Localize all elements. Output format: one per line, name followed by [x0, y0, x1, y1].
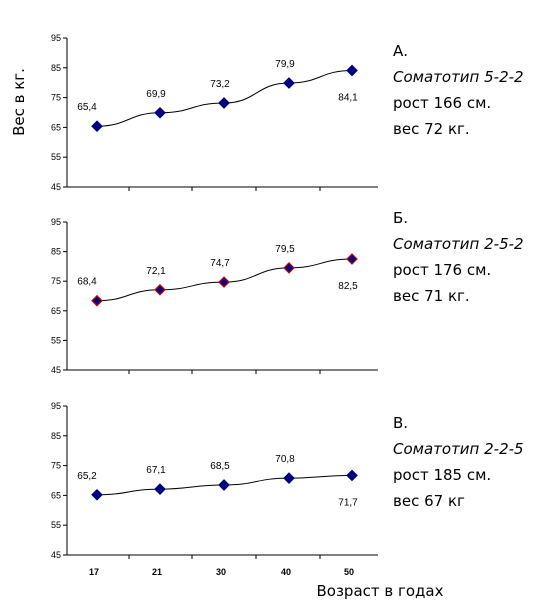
y-tick-label: 45: [51, 365, 61, 375]
y-tick-label: 85: [51, 63, 61, 73]
data-label: 70,8: [275, 454, 295, 465]
annotation-height: рост 185 см.: [393, 466, 492, 484]
data-point-marker: [283, 262, 295, 274]
annotation-somatotype: Соматотип 2-5-2: [393, 235, 524, 253]
annotation-height: рост 166 см.: [393, 94, 492, 112]
data-label: 73,2: [210, 79, 230, 90]
y-tick-label: 65: [51, 122, 61, 132]
data-label: 84,1: [338, 92, 358, 103]
y-tick-label: 45: [51, 182, 61, 192]
data-point-marker: [154, 106, 166, 119]
data-label: 65,2: [77, 471, 97, 482]
y-tick-label: 95: [51, 217, 61, 227]
data-point-marker: [91, 294, 103, 307]
data-label: 68,5: [210, 461, 230, 472]
x-tick-label: 40: [281, 567, 291, 577]
annotation-weight: вес 72 кг.: [393, 120, 470, 138]
annotation-weight: вес 67 кг: [393, 492, 465, 510]
y-axis-title: Вес в кг.: [10, 68, 28, 136]
data-point-marker: [283, 472, 295, 484]
annotation-panel-c: В. Соматотип 2-2-5 рост 185 см. вес 67 к…: [393, 410, 524, 514]
y-tick-label: 75: [51, 276, 61, 286]
annotation-height: рост 176 см.: [393, 261, 492, 279]
data-label: 72,1: [146, 266, 166, 277]
data-label: 67,1: [146, 465, 166, 476]
data-label: 68,4: [77, 277, 97, 288]
y-tick-label: 85: [51, 431, 61, 441]
data-point-marker: [346, 469, 358, 482]
data-point-marker: [91, 488, 103, 501]
data-point-marker: [346, 64, 358, 77]
data-label: 74,7: [210, 258, 230, 269]
data-label: 71,7: [338, 497, 358, 508]
data-label: 82,5: [338, 281, 358, 292]
data-label: 69,9: [146, 89, 166, 100]
y-tick-label: 75: [51, 461, 61, 471]
data-point-marker: [218, 479, 230, 491]
annotation-panel-b: Б. Соматотип 2-5-2 рост 176 см. вес 71 к…: [393, 205, 524, 309]
data-point-marker: [91, 120, 103, 133]
y-tick-label: 55: [51, 152, 61, 162]
data-label: 79,5: [275, 244, 295, 255]
annotation-letter: Б.: [393, 209, 409, 227]
data-label: 65,4: [77, 102, 97, 113]
annotation-weight: вес 71 кг.: [393, 287, 470, 305]
x-tick-label: 50: [344, 567, 354, 577]
x-tick-label: 30: [216, 567, 226, 577]
data-point-marker: [218, 276, 230, 288]
y-tick-label: 75: [51, 93, 61, 103]
data-point-marker: [283, 77, 295, 89]
y-tick-label: 85: [51, 247, 61, 257]
data-label: 79,9: [275, 59, 295, 70]
y-tick-label: 55: [51, 335, 61, 345]
data-point-marker: [154, 483, 166, 495]
y-tick-label: 95: [51, 33, 61, 43]
y-tick-label: 65: [51, 306, 61, 316]
y-tick-label: 55: [51, 520, 61, 530]
data-point-marker: [218, 97, 230, 109]
x-tick-label: 21: [152, 567, 162, 577]
y-tick-label: 65: [51, 490, 61, 500]
annotation-somatotype: Соматотип 5-2-2: [393, 68, 524, 86]
y-tick-label: 45: [51, 550, 61, 560]
annotation-panel-a: А. Соматотип 5-2-2 рост 166 см. вес 72 к…: [393, 38, 524, 142]
x-axis-title: Возраст в годах: [316, 582, 443, 600]
annotation-letter: А.: [393, 42, 409, 60]
x-tick-label: 17: [89, 567, 99, 577]
annotation-letter: В.: [393, 414, 409, 432]
data-point-marker: [154, 283, 166, 296]
data-point-marker: [346, 253, 358, 265]
y-tick-label: 95: [51, 401, 61, 411]
annotation-somatotype: Соматотип 2-2-5: [393, 440, 524, 458]
